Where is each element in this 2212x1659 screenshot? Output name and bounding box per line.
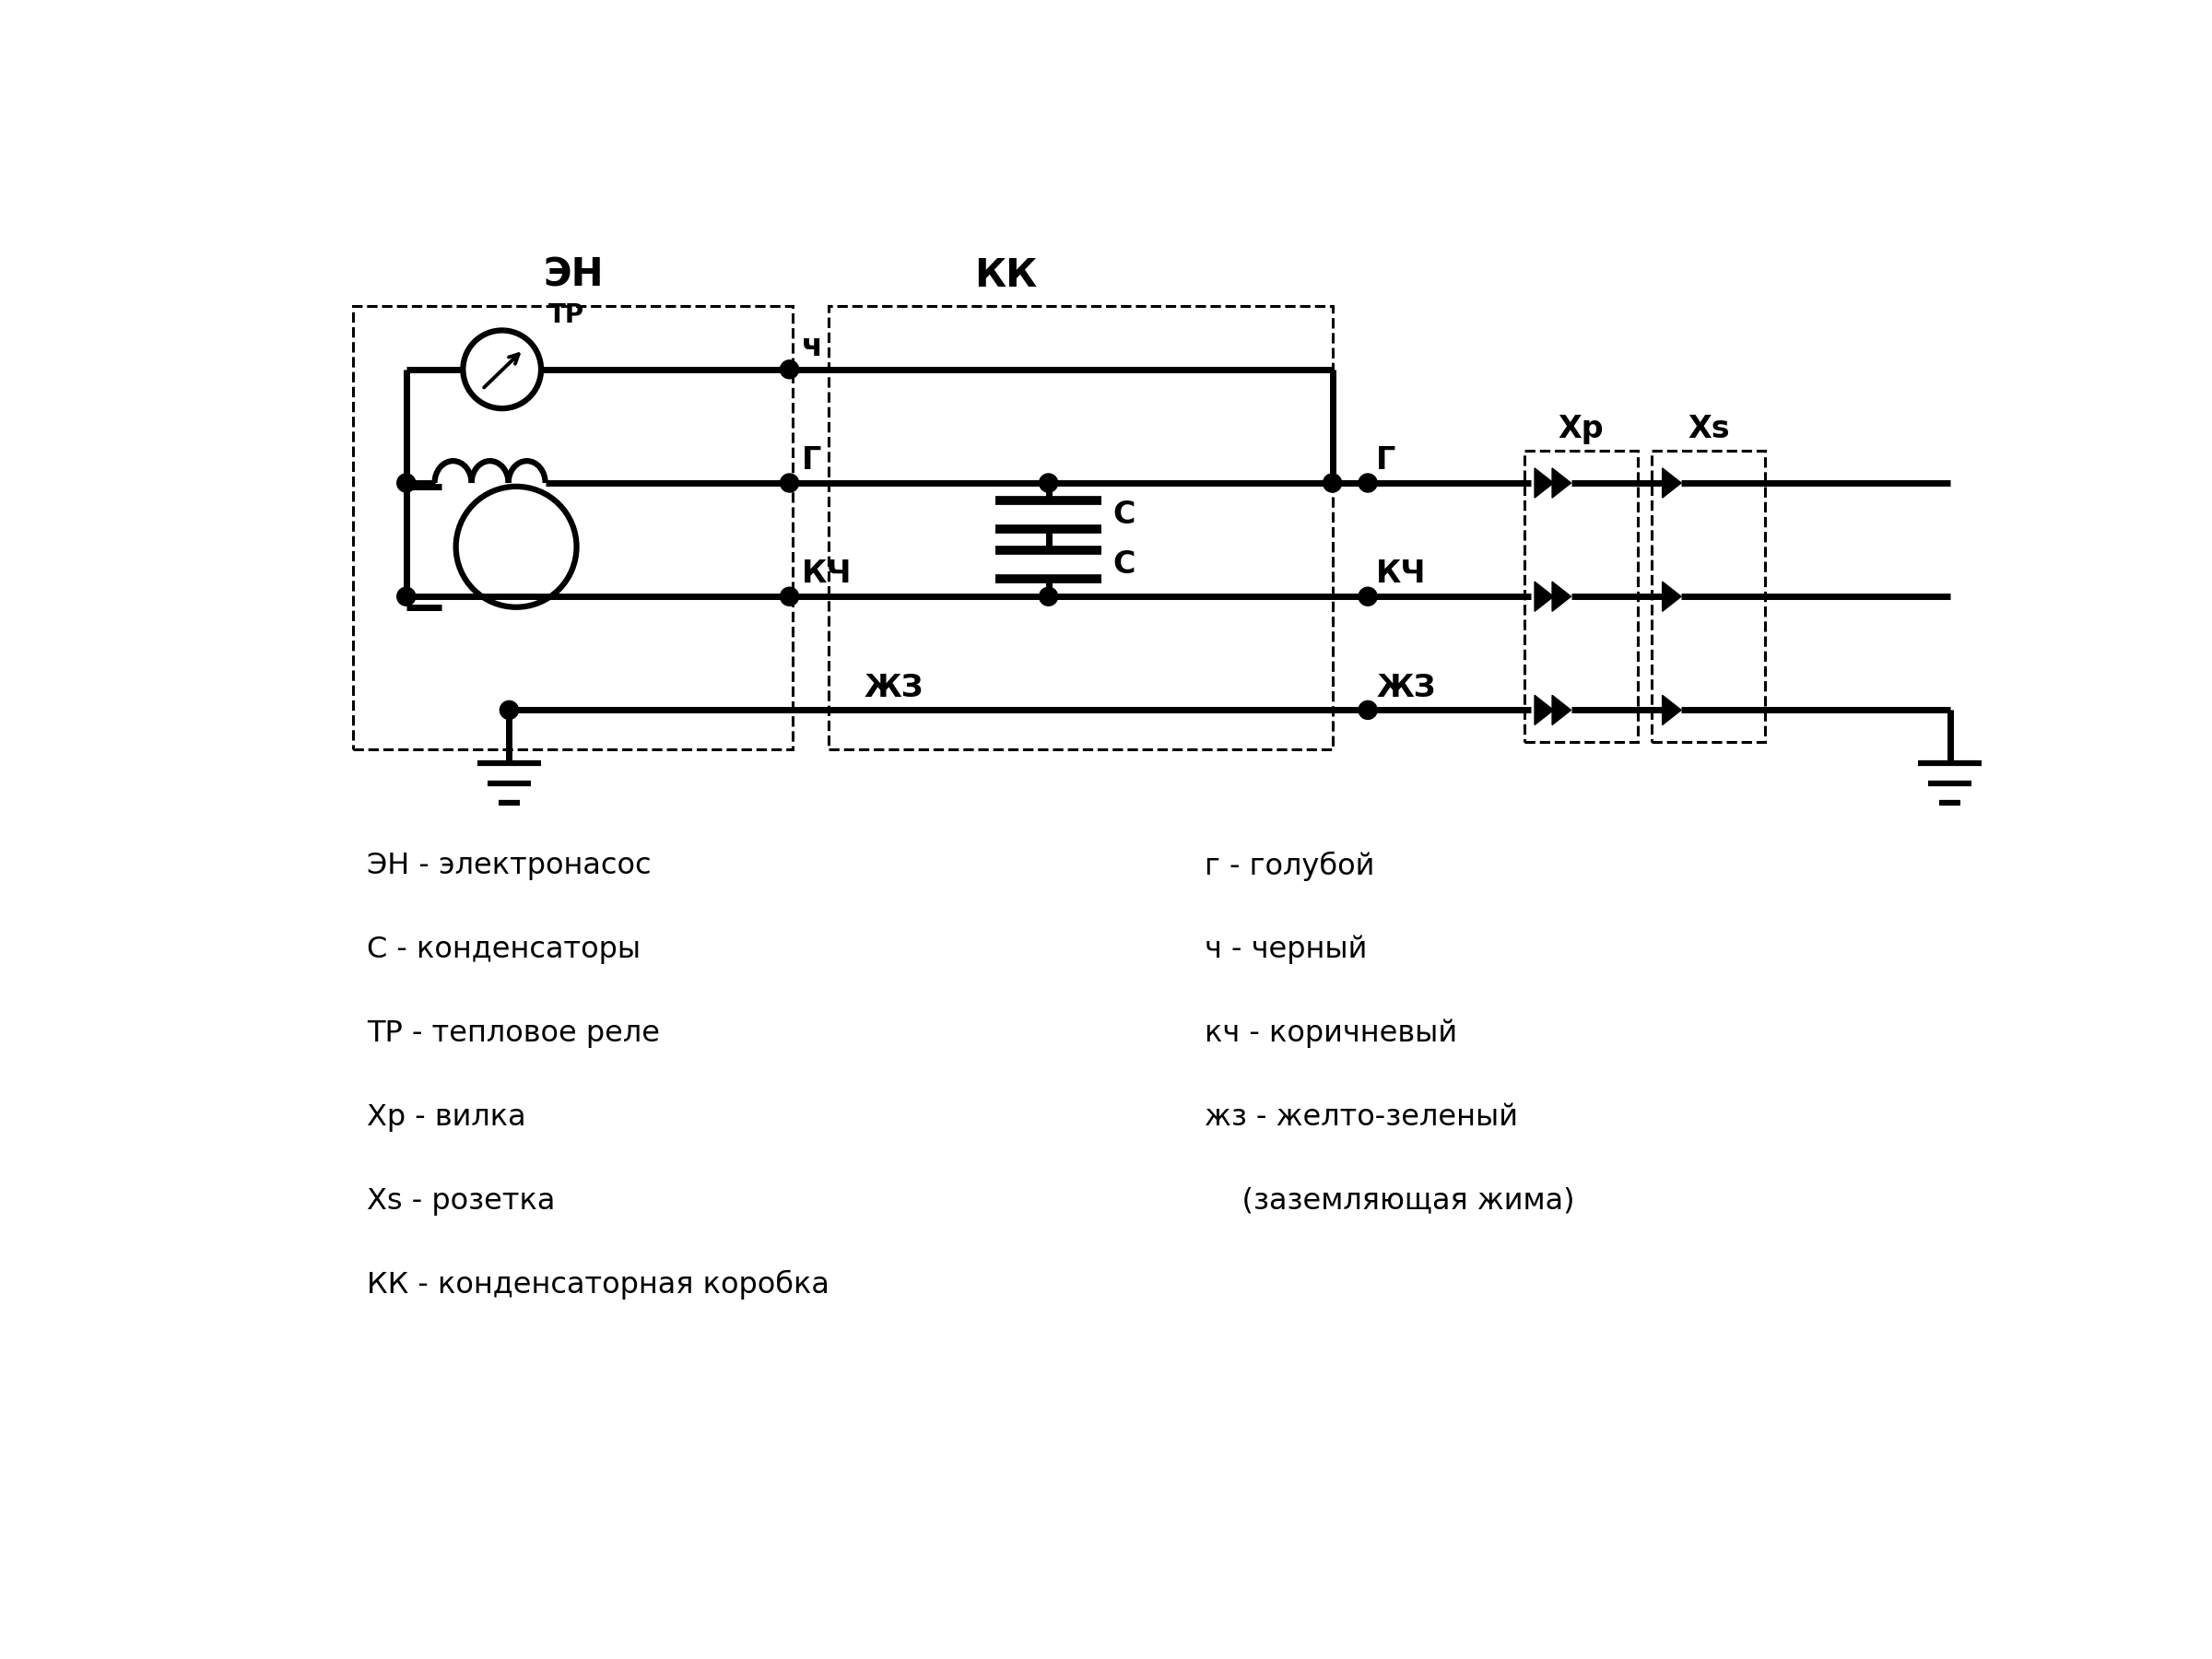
Text: Xs - розетка: Xs - розетка	[367, 1186, 555, 1216]
Polygon shape	[1663, 695, 1681, 725]
Circle shape	[781, 474, 799, 493]
Text: ЭН: ЭН	[542, 255, 604, 295]
Circle shape	[1358, 587, 1378, 606]
Text: ТР - тепловое реле: ТР - тепловое реле	[367, 1019, 659, 1048]
Polygon shape	[1535, 582, 1553, 611]
Text: Xp: Xp	[1557, 413, 1604, 445]
Text: Г: Г	[801, 445, 821, 476]
Circle shape	[500, 700, 518, 720]
Polygon shape	[1553, 695, 1571, 725]
Text: (заземляющая жима): (заземляющая жима)	[1206, 1186, 1575, 1216]
Text: жз - желто-зеленый: жз - желто-зеленый	[1206, 1103, 1517, 1131]
Bar	[1524, 451, 1637, 742]
Text: КК: КК	[975, 255, 1037, 295]
Text: ч: ч	[801, 332, 823, 362]
Text: C: C	[1113, 549, 1135, 579]
Circle shape	[1358, 700, 1378, 720]
Circle shape	[396, 474, 416, 493]
Circle shape	[1040, 587, 1057, 606]
Text: КЧ: КЧ	[801, 559, 852, 589]
Text: Хр - вилка: Хр - вилка	[367, 1103, 526, 1131]
Text: ЭН - электронасос: ЭН - электронасос	[367, 853, 653, 881]
Circle shape	[781, 587, 799, 606]
Text: ч - черный: ч - черный	[1206, 936, 1367, 964]
Text: ЖЗ: ЖЗ	[865, 672, 922, 703]
Polygon shape	[1663, 582, 1681, 611]
Text: КК - конденсаторная коробка: КК - конденсаторная коробка	[367, 1271, 830, 1299]
Text: кч - коричневый: кч - коричневый	[1206, 1019, 1458, 1048]
Text: ТР: ТР	[549, 302, 584, 328]
Circle shape	[396, 587, 416, 606]
Circle shape	[781, 360, 799, 378]
Text: ЖЗ: ЖЗ	[1376, 672, 1436, 703]
Circle shape	[1358, 474, 1378, 493]
Text: С - конденсаторы: С - конденсаторы	[367, 936, 641, 964]
Bar	[830, 305, 1332, 750]
Polygon shape	[1553, 582, 1571, 611]
Text: C: C	[1113, 499, 1135, 531]
Polygon shape	[1663, 468, 1681, 498]
Bar	[1652, 451, 1765, 742]
Polygon shape	[1535, 695, 1553, 725]
Text: Xs: Xs	[1688, 413, 1730, 445]
Text: КЧ: КЧ	[1376, 559, 1427, 589]
Circle shape	[1323, 474, 1343, 493]
Circle shape	[1040, 474, 1057, 493]
Text: Г: Г	[1376, 445, 1396, 476]
Bar	[354, 305, 794, 750]
Polygon shape	[1535, 468, 1553, 498]
Polygon shape	[1553, 468, 1571, 498]
Text: г - голубой: г - голубой	[1206, 851, 1374, 881]
